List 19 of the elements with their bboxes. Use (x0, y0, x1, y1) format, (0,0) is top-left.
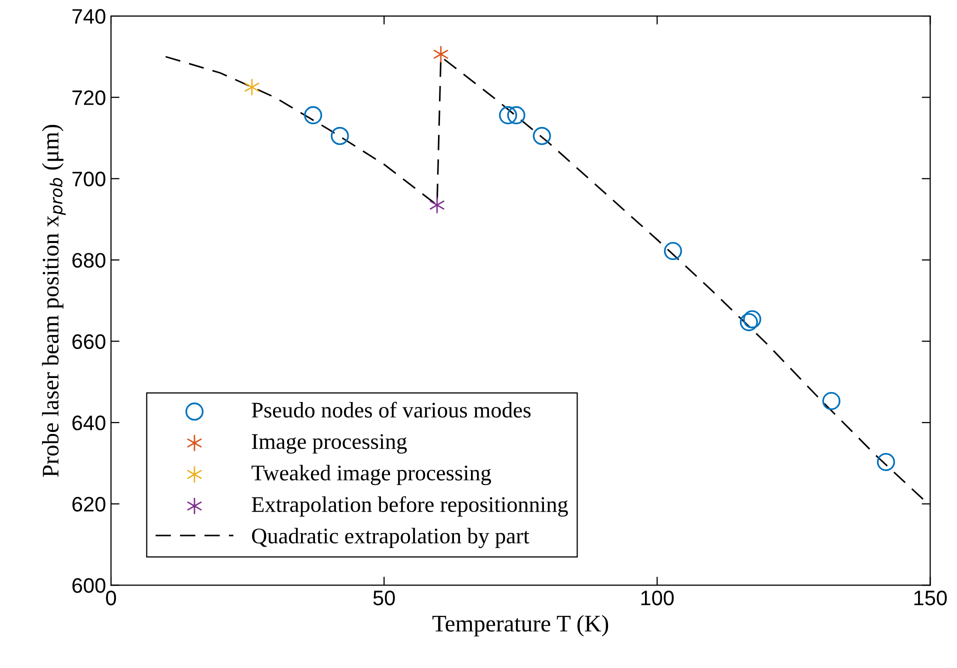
y-tick-label: 740 (72, 9, 106, 24)
y-tick-label: 620 (72, 496, 106, 512)
y-tick-label: 640 (72, 416, 106, 430)
legend-label: Quadratic extrapolation by part (252, 528, 530, 548)
y-tick-label: 660 (72, 334, 106, 350)
legend-label: Pseudo nodes of various modes (252, 402, 531, 418)
x-tick-label: 100 (641, 590, 674, 606)
x-axis-title: Temperature T (K) (432, 615, 608, 636)
x-tick-label: 50 (373, 590, 395, 606)
y-axis-title: Probe laser beam position x$_{prob}$ (μm) (42, 124, 66, 477)
x-tick-label: 0 (106, 590, 116, 606)
legend-label: Extrapolation before repositionning (252, 496, 568, 517)
legend-label: Tweaked image processing (252, 464, 492, 486)
y-tick-label: 720 (72, 90, 106, 106)
y-tick-label: 700 (72, 172, 106, 186)
x-tick-label: 150 (914, 590, 947, 606)
y-tick-label: 600 (72, 578, 106, 593)
legend-label: Image processing (252, 434, 407, 454)
y-tick-label: 680 (72, 252, 106, 268)
